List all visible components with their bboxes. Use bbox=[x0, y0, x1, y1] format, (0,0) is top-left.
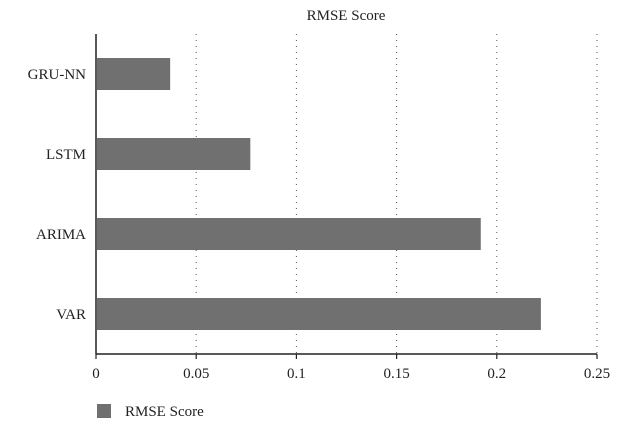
bar-gru-nn bbox=[97, 58, 171, 90]
category-label: GRU-NN bbox=[28, 67, 86, 83]
legend: RMSE Score bbox=[97, 404, 204, 420]
legend-label: RMSE Score bbox=[125, 404, 204, 420]
axes bbox=[95, 34, 598, 359]
legend-swatch bbox=[97, 404, 111, 418]
x-tick-label: 0 bbox=[92, 366, 100, 382]
x-tick-label: 0.1 bbox=[287, 366, 306, 382]
bars bbox=[97, 58, 541, 330]
bar-var bbox=[97, 298, 541, 330]
category-labels: GRU-NN LSTM ARIMA VAR bbox=[28, 67, 86, 323]
category-label: VAR bbox=[56, 307, 86, 323]
bar-arima bbox=[97, 218, 481, 250]
x-tick-label: 0.2 bbox=[487, 366, 506, 382]
chart-title: RMSE Score bbox=[307, 8, 386, 24]
x-tick-label: 0.25 bbox=[584, 366, 610, 382]
x-tick-label: 0.15 bbox=[383, 366, 409, 382]
x-tick-label: 0.05 bbox=[183, 366, 209, 382]
category-label: LSTM bbox=[46, 147, 86, 163]
bar-lstm bbox=[97, 138, 251, 170]
x-tick-labels: 0 0.05 0.1 0.15 0.2 0.25 bbox=[92, 366, 610, 382]
category-label: ARIMA bbox=[36, 227, 86, 243]
